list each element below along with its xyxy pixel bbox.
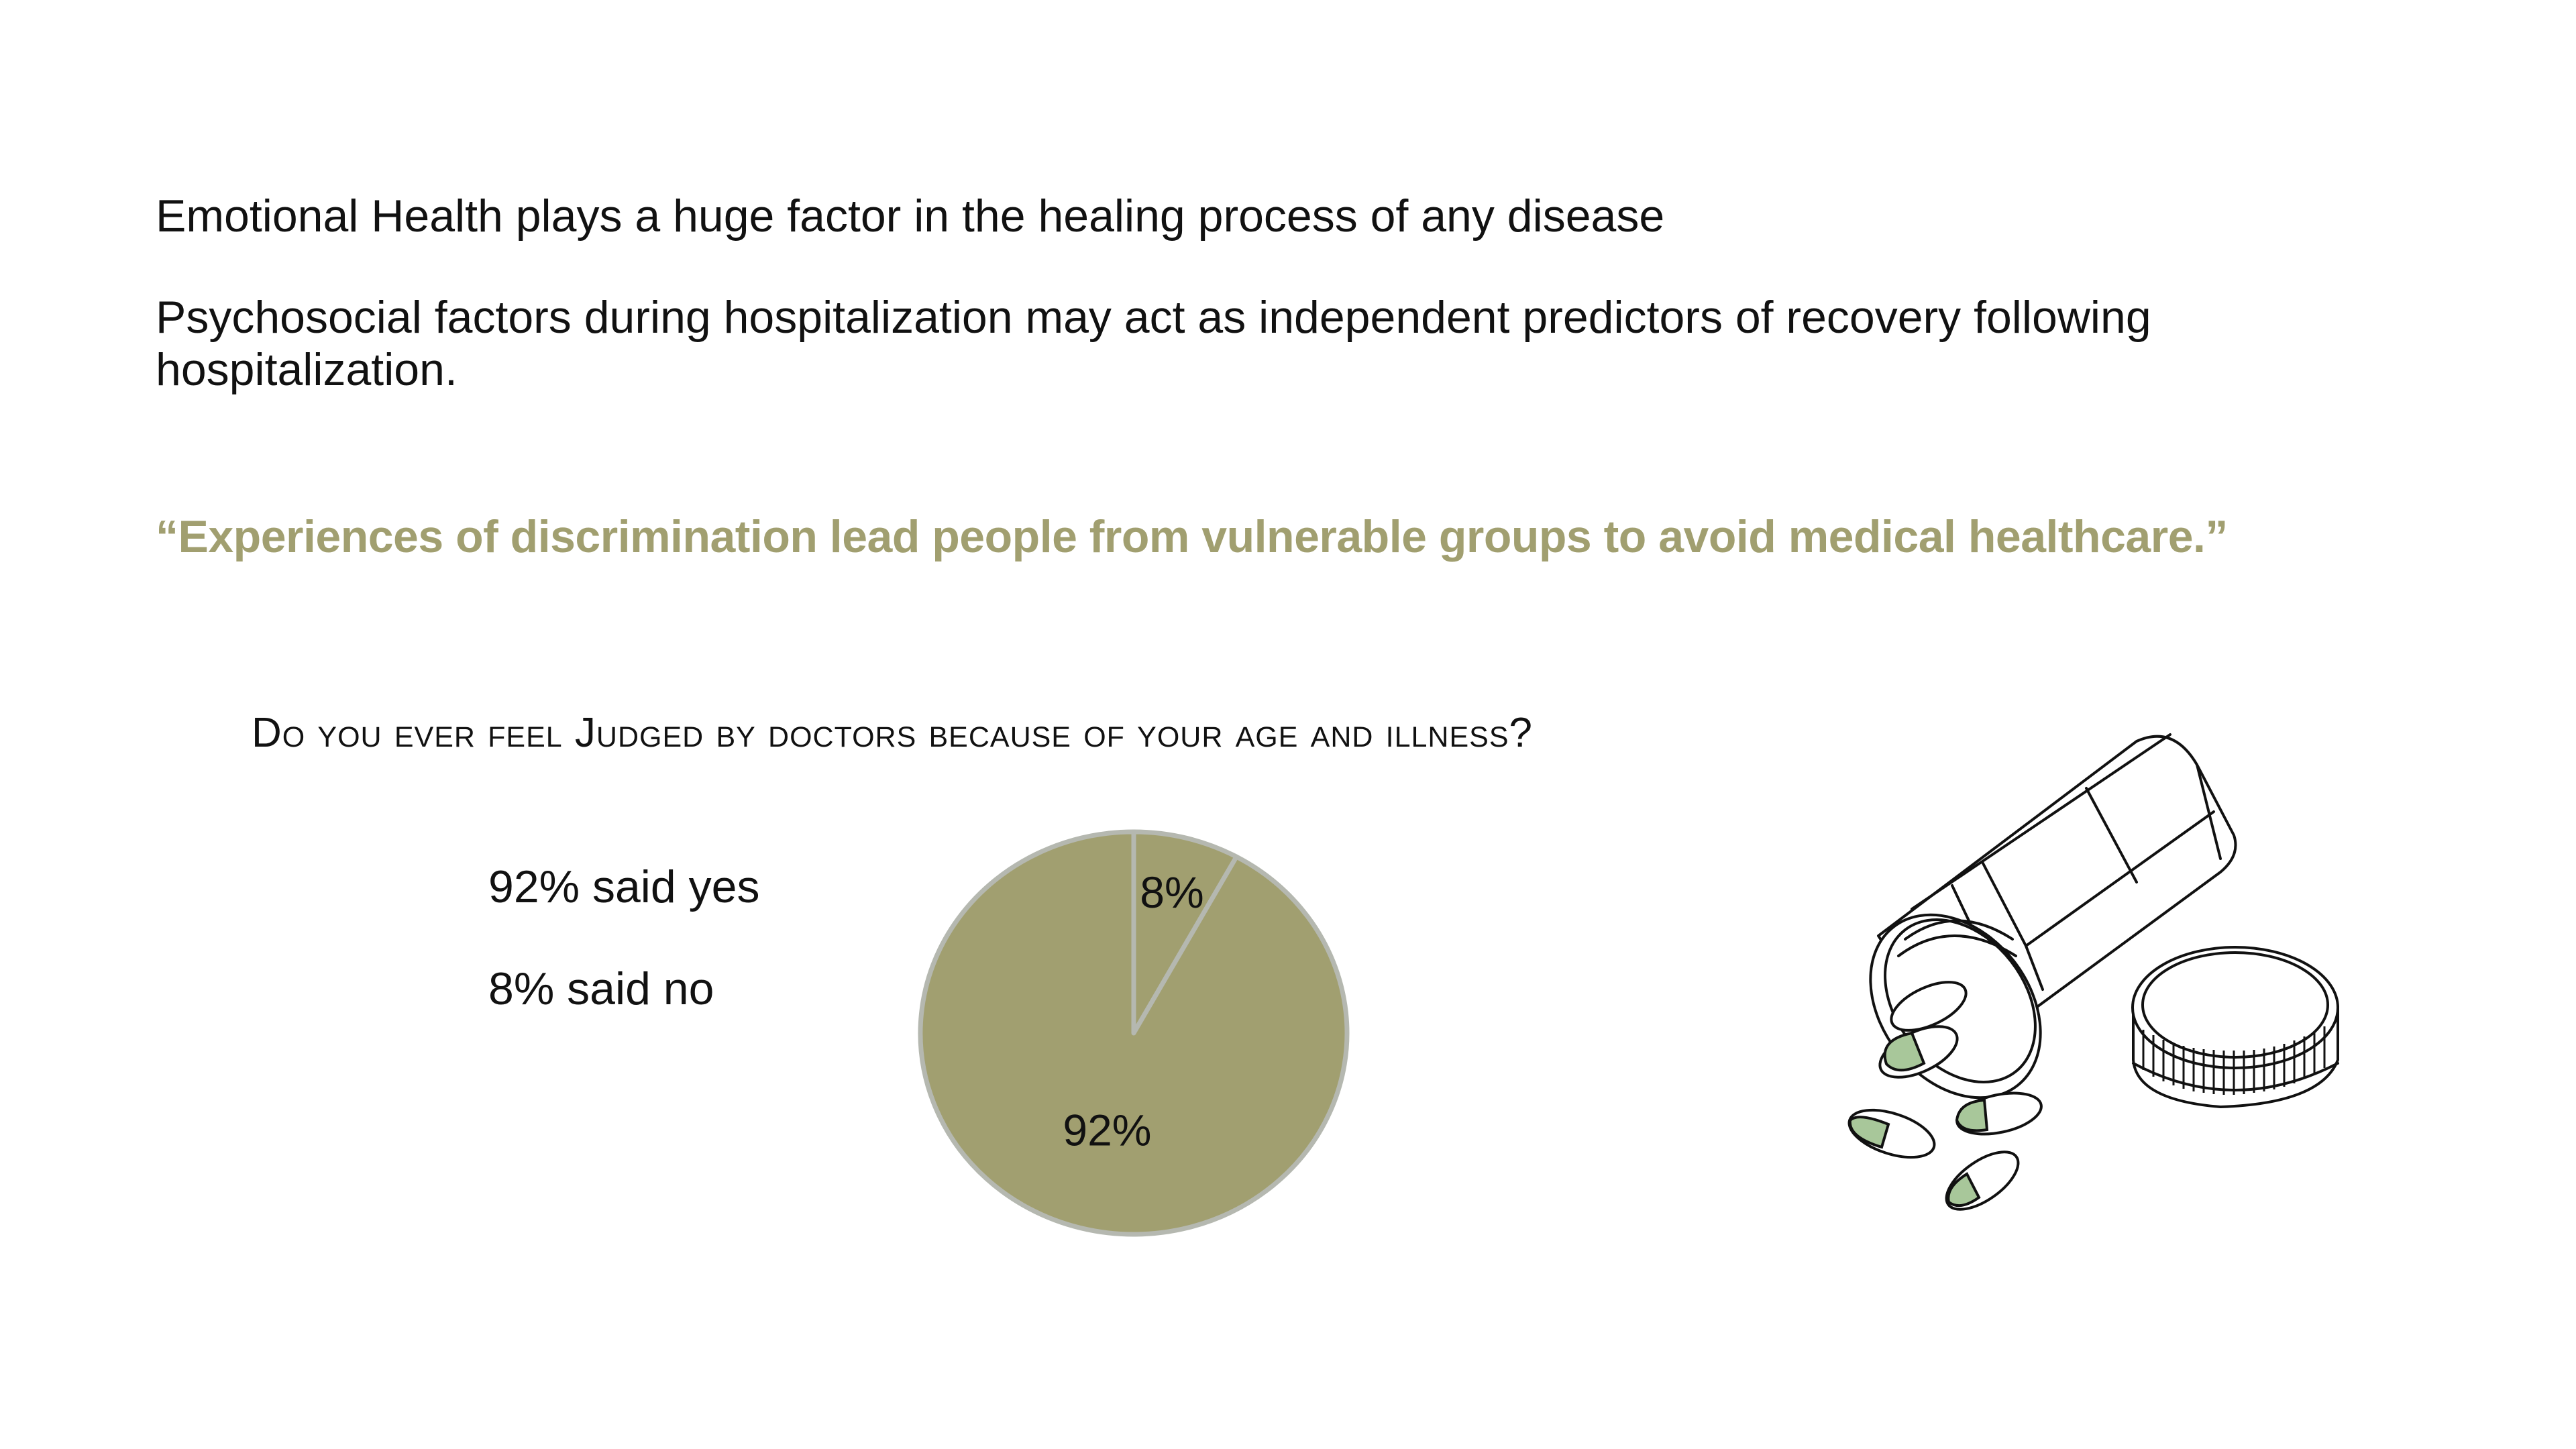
pie-label-2: 92% — [1063, 1105, 1151, 1155]
line-emotional-health: Emotional Health plays a huge factor in … — [156, 191, 1665, 241]
pie-label-1: 8% — [1140, 867, 1203, 917]
line-psychosocial: Psychosocial factors during hospitalizat… — [156, 292, 2151, 395]
pill-bottle-icon — [1847, 733, 2339, 1211]
discrimination-quote: “Experiences of discrimination lead peop… — [156, 511, 2228, 562]
legend-yes: 92% said yes — [488, 861, 760, 912]
chart-title: Do you ever feel Judged by doctors becau… — [251, 710, 1534, 756]
pie-slice-1 — [1131, 829, 1239, 1036]
pie-chart: 8% 92% — [918, 829, 1350, 1237]
pie-slice-2 — [918, 829, 1350, 1237]
legend-no: 8% said no — [488, 963, 714, 1014]
